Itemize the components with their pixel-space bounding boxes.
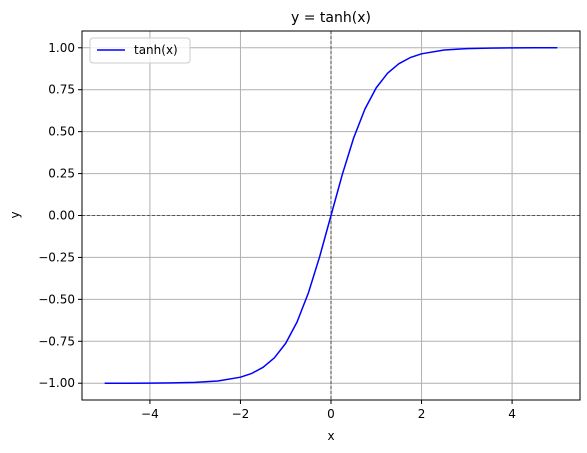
x-tick-label: 0 <box>327 407 335 421</box>
y-tick-label: 0.75 <box>48 83 75 97</box>
y-tick-label: −0.50 <box>38 292 75 306</box>
x-tick-label: −4 <box>141 407 159 421</box>
x-tick-label: 4 <box>508 407 516 421</box>
y-tick-label: −1.00 <box>38 376 75 390</box>
x-tick-label: −2 <box>232 407 250 421</box>
legend-label: tanh(x) <box>134 43 178 57</box>
y-tick-label: 0.25 <box>48 167 75 181</box>
legend: tanh(x) <box>90 38 190 63</box>
y-tick-label: 1.00 <box>48 41 75 55</box>
chart-title: y = tanh(x) <box>291 10 371 26</box>
y-axis-label: y <box>8 211 22 218</box>
y-tick-label: 0.00 <box>48 209 75 223</box>
y-tick-label: 0.50 <box>48 125 75 139</box>
y-tick-label: −0.25 <box>38 250 75 264</box>
y-tick-label: −0.75 <box>38 334 75 348</box>
x-axis-label: x <box>327 429 334 443</box>
x-tick-label: 2 <box>418 407 426 421</box>
